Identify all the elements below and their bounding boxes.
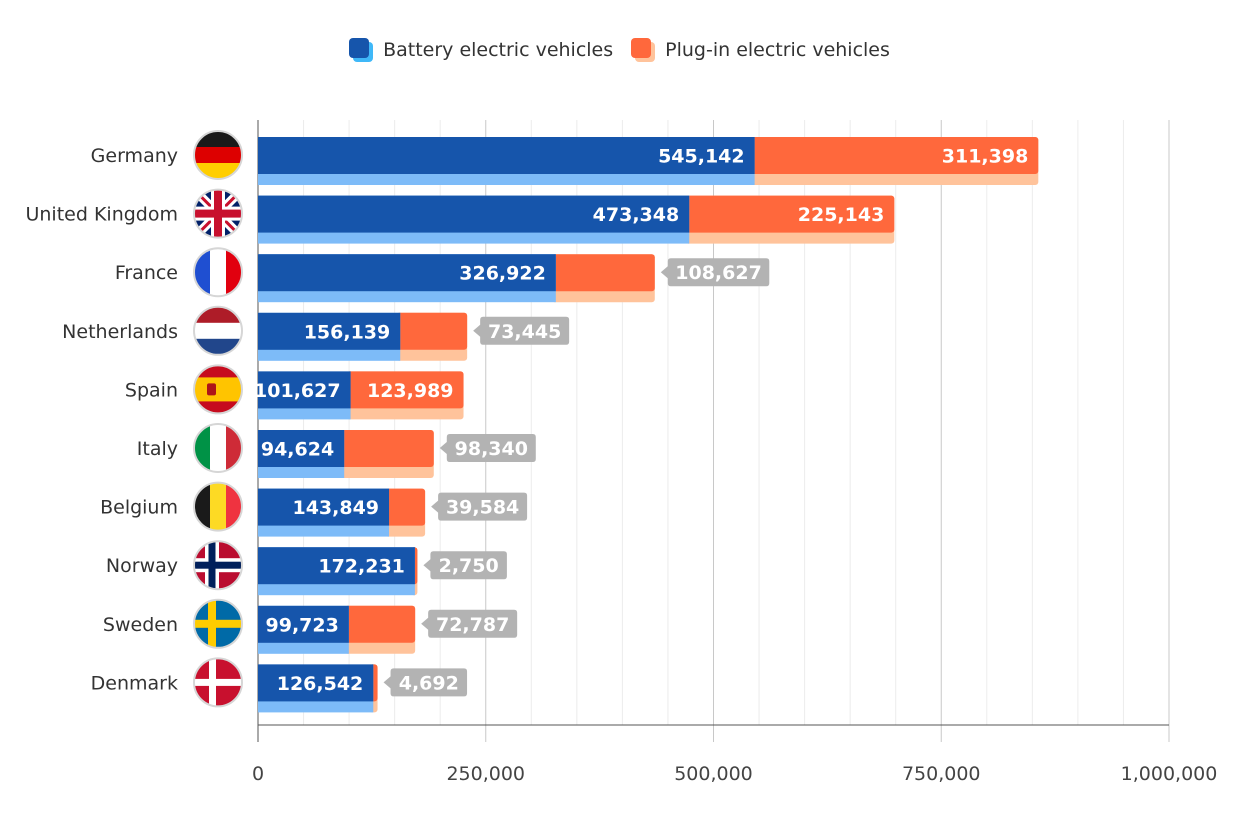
bar-phev[interactable] <box>344 605 416 643</box>
data-label-bev: 94,624 <box>261 439 334 461</box>
bar-bev[interactable] <box>258 547 415 585</box>
bar-phev[interactable] <box>551 254 655 292</box>
bar-bev[interactable] <box>258 312 401 350</box>
category-row: Germany 545,142 311,398 <box>91 130 1039 185</box>
category-label: Belgium <box>100 497 178 519</box>
x-tick-label: 750,000 <box>902 763 981 785</box>
bar-bev[interactable] <box>258 371 351 409</box>
category-row: Netherlands 156,139 73,445 <box>62 305 570 361</box>
data-label-phev: 123,989 <box>367 380 454 402</box>
bar-phev[interactable] <box>396 312 468 350</box>
category-row: Belgium 143,849 39,584 <box>100 481 528 537</box>
callout-box <box>660 258 770 287</box>
bar-phev[interactable] <box>340 430 434 467</box>
category-row: Italy 94,624 98,340 <box>137 423 536 478</box>
legend-label-bev: Battery electric vehicles <box>383 39 614 61</box>
legend-swatch-bev <box>349 38 374 62</box>
bar-bev[interactable] <box>258 137 755 174</box>
x-tick-label: 250,000 <box>446 763 525 785</box>
bar-phev[interactable] <box>385 488 426 526</box>
bar-bev[interactable] <box>258 254 556 292</box>
bar-bev[interactable] <box>258 664 374 702</box>
category-label: Germany <box>91 145 178 167</box>
category-label: Sweden <box>103 614 178 636</box>
bar-bev[interactable] <box>258 195 690 233</box>
data-label-bev: 101,627 <box>254 380 341 402</box>
data-label-phev: 311,398 <box>942 146 1029 168</box>
category-row: United Kingdom 473,348 225,143 <box>25 188 895 244</box>
bar-bev[interactable] <box>258 430 345 467</box>
category-label: Denmark <box>91 672 178 694</box>
data-label-phev: 98,340 <box>455 438 528 460</box>
category-label: United Kingdom <box>25 204 178 226</box>
flag-italy-icon <box>193 423 243 473</box>
flag-sweden-icon <box>193 598 243 649</box>
category-label: Norway <box>106 555 178 577</box>
legend-item-bev[interactable]: Battery electric vehicles <box>349 38 613 62</box>
category-label: Netherlands <box>62 321 178 343</box>
data-label-phev: 73,445 <box>488 321 561 343</box>
category-label: France <box>115 262 178 284</box>
data-label-bev: 172,231 <box>318 556 405 578</box>
x-tick-label: 500,000 <box>674 763 753 785</box>
callout-box <box>473 316 570 345</box>
bar-bev[interactable] <box>258 488 390 526</box>
data-label-bev: 126,542 <box>277 673 364 695</box>
category-row: Norway 172,231 2,750 <box>106 540 507 596</box>
callout-box <box>383 668 468 697</box>
flag-united-kingdom-icon <box>193 188 243 239</box>
flag-norway-icon <box>193 540 243 591</box>
x-tick-label: 1,000,000 <box>1121 763 1218 785</box>
flag-netherlands-icon <box>193 305 243 356</box>
legend-label-phev: Plug-in electric vehicles <box>665 39 890 61</box>
data-label-bev: 143,849 <box>292 497 379 519</box>
data-label-bev: 326,922 <box>459 263 546 285</box>
data-label-bev: 156,139 <box>304 321 391 343</box>
category-row: France 326,922 108,627 <box>115 247 770 303</box>
category-row: Spain 101,627 123,989 <box>125 364 464 420</box>
callout-box <box>439 434 536 462</box>
flag-belgium-icon <box>193 481 243 532</box>
bar-phev[interactable] <box>346 371 464 409</box>
data-label-bev: 99,723 <box>266 614 339 636</box>
legend-swatch-phev <box>631 38 656 62</box>
flag-spain-icon <box>193 364 243 415</box>
x-tick-label: 0 <box>252 763 264 785</box>
category-label: Spain <box>125 379 178 401</box>
data-label-phev: 4,692 <box>399 672 459 694</box>
callout-box <box>431 492 528 521</box>
data-label-phev: 108,627 <box>675 262 762 284</box>
bar-bev[interactable] <box>258 605 349 643</box>
legend-item-phev[interactable]: Plug-in electric vehicles <box>631 38 890 62</box>
flag-france-icon <box>193 247 243 298</box>
callout-box <box>421 609 518 638</box>
data-label-phev: 2,750 <box>439 555 499 577</box>
legend: Battery electric vehicles Plug-in electr… <box>0 38 1239 62</box>
data-label-phev: 39,584 <box>446 497 519 519</box>
bar-phev[interactable] <box>685 195 895 233</box>
flag-denmark-icon <box>193 657 243 708</box>
data-label-phev: 225,143 <box>798 204 885 226</box>
category-row: Sweden 99,723 72,787 <box>103 598 518 654</box>
data-label-phev: 72,787 <box>436 614 509 636</box>
category-label: Italy <box>137 438 178 460</box>
flag-germany-icon <box>193 130 243 180</box>
data-label-bev: 473,348 <box>593 204 680 226</box>
bar-phev[interactable] <box>750 137 1039 174</box>
data-label-bev: 545,142 <box>658 146 745 168</box>
category-row: Denmark 126,542 4,692 <box>91 657 468 713</box>
callout-box <box>423 551 507 580</box>
